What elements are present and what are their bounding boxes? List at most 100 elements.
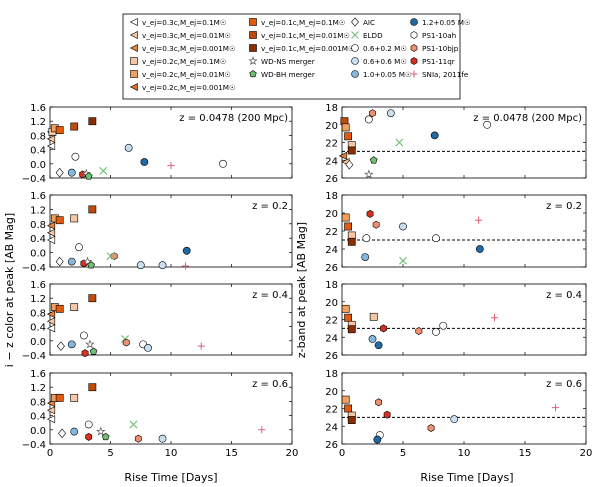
y-tick-label: 24 (325, 156, 338, 167)
data-point (70, 427, 79, 436)
data-point (181, 262, 190, 270)
x-tick-label: 15 (225, 448, 238, 459)
data-point (219, 159, 227, 168)
y-tick-label: 1.2 (30, 294, 46, 305)
legend-marker (130, 70, 138, 78)
data-point (427, 424, 435, 432)
panel-frame (341, 106, 587, 179)
data-point (475, 216, 483, 224)
data-point (99, 166, 108, 175)
legend-marker (410, 18, 418, 26)
data-point (415, 327, 423, 335)
legend-marker (249, 31, 257, 39)
y-tick-label: 18 (325, 369, 338, 380)
panel-frame (341, 194, 587, 268)
y-tick-label: 24 (325, 245, 338, 256)
data-point (101, 432, 110, 441)
data-point (182, 246, 191, 255)
data-point (375, 398, 383, 407)
y-tick-label: 18 (325, 103, 338, 114)
y-tick-label: 1.6 (30, 369, 46, 380)
y-tick-label: −0.4 (22, 174, 46, 185)
data-point (369, 156, 378, 164)
data-point (158, 434, 167, 443)
legend-marker (249, 18, 257, 26)
y-tick-label: 0.8 (30, 308, 46, 319)
data-point (46, 324, 56, 333)
data-point (55, 256, 64, 267)
legend-marker (351, 17, 359, 27)
legend-marker (248, 56, 258, 65)
data-point (84, 420, 93, 429)
data-point (55, 216, 64, 225)
data-point (46, 415, 56, 424)
y-tick-label: 1.6 (30, 191, 46, 202)
data-point (46, 310, 56, 319)
data-point (167, 161, 175, 170)
x-tick-label: 20 (286, 448, 299, 459)
legend-marker (410, 31, 418, 39)
data-point (70, 122, 79, 131)
data-point (70, 393, 79, 402)
legend-marker (129, 83, 138, 91)
data-point (89, 347, 98, 355)
legend-label: AIC (363, 18, 375, 27)
panel-right-2: 26 24 22 20 18 z = 0.2 (325, 191, 587, 274)
data-point (55, 126, 64, 134)
y-tick-label: 26 (325, 263, 338, 274)
y-tick-label: 26 (325, 351, 338, 362)
y-tick-label: 0.4 (30, 146, 46, 157)
panel-annotation: z = 0.4 (252, 290, 288, 301)
data-point (483, 120, 492, 129)
legend-marker (129, 44, 138, 52)
data-point (369, 312, 378, 321)
data-point (122, 338, 130, 347)
data-point (55, 393, 64, 402)
data-point (110, 252, 118, 261)
data-point (399, 256, 407, 265)
data-point (46, 134, 56, 144)
panel-annotation: z = 0.0478 (200 Mpc) (179, 113, 288, 124)
data-point (55, 304, 64, 313)
data-point (386, 109, 395, 118)
data-point (46, 141, 56, 151)
data-point (347, 325, 356, 334)
data-point (70, 303, 79, 311)
data-point (439, 321, 448, 330)
panel-right-4: 0 5 10 15 20 26 24 22 20 18 z = 0.6 (325, 369, 592, 459)
legend-label: v_ej=0.2c,M_ej=0.1M☉ (142, 57, 226, 66)
legend-label: 0.6+0.6 M☉ (363, 57, 407, 66)
data-point (364, 169, 374, 179)
legend-marker (351, 57, 359, 65)
x-tick-label: 10 (458, 448, 471, 459)
data-point (85, 339, 95, 349)
data-point (106, 252, 115, 261)
data-point (81, 349, 89, 358)
data-point (430, 131, 439, 140)
data-point (124, 143, 133, 152)
x-tick-label: 10 (165, 448, 178, 459)
y-tick-label: 18 (325, 280, 338, 291)
data-point (96, 426, 106, 436)
right-x-axis-label: Rise Time [Days] (420, 471, 513, 484)
y-tick-label: 20 (325, 298, 338, 309)
legend-label: v_ej=0.2c,M_ej=0.001M☉ (142, 83, 235, 92)
data-point (197, 342, 205, 350)
data-point (46, 221, 56, 230)
data-point (395, 138, 404, 147)
data-point (341, 304, 350, 313)
legend-marker (129, 31, 138, 39)
y-tick-label: 1.2 (30, 205, 46, 216)
legend-marker (249, 70, 257, 78)
legend-frame (122, 13, 461, 100)
y-tick-label: 0.0 (30, 249, 46, 260)
data-point (71, 152, 80, 161)
data-point (432, 234, 440, 243)
y-tick-label: 1.6 (30, 103, 46, 114)
data-point (364, 115, 373, 124)
data-point (344, 222, 352, 231)
data-point (368, 335, 377, 343)
legend-label: PS1-11qr (422, 57, 455, 66)
legend-marker (410, 70, 418, 78)
